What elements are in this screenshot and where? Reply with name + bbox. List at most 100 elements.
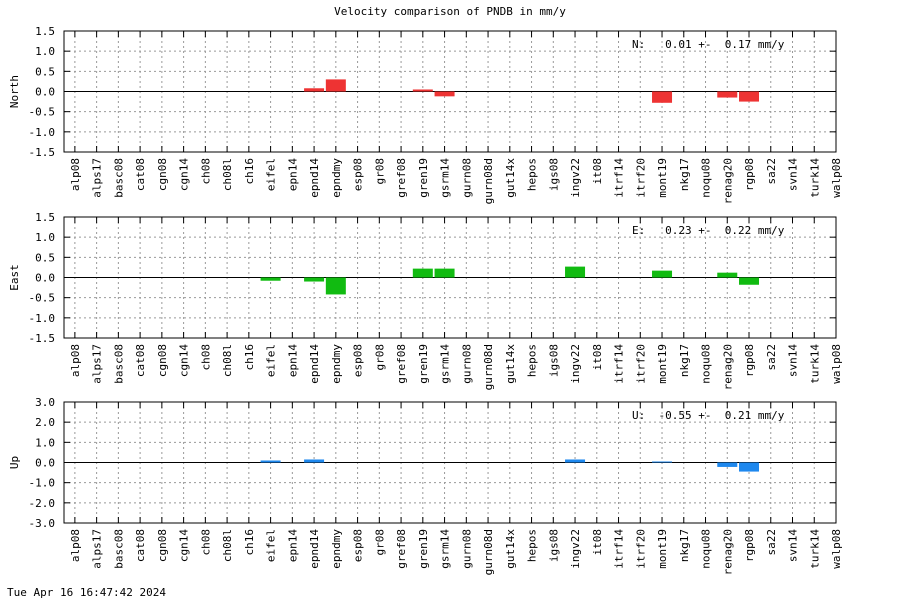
bar-mont19 (652, 91, 673, 103)
x-tick-label: ch08 (199, 158, 212, 185)
x-tick-label: sa22 (765, 344, 778, 371)
x-tick-label: rgp08 (743, 529, 756, 562)
x-tick-label: svn14 (787, 344, 800, 377)
x-tick-label: alp08 (69, 529, 82, 562)
bar-rgp08 (739, 462, 760, 472)
bar-gren19 (412, 268, 433, 278)
x-tick-label: gurn08d (482, 529, 495, 575)
bar-eifel (260, 460, 281, 463)
bar-renag20 (717, 91, 738, 98)
x-tick-label: rgp08 (743, 158, 756, 191)
x-tick-label: itrf20 (634, 158, 647, 198)
y-axis-label: Up (8, 456, 21, 469)
stat-text: N: 0.01 +- 0.17 mm/y (632, 38, 785, 51)
x-tick-label: cgn08 (156, 158, 169, 191)
panel-north: -1.5 -1.0 -0.5 0.0 0.5 1.0 1.5 alp08 alps17 basc0… (8, 25, 843, 204)
x-tick-label: cat08 (134, 158, 147, 191)
x-tick-label: ch08l (221, 158, 234, 191)
x-tick-label: ingv22 (569, 529, 582, 569)
x-tick-label: ingv22 (569, 344, 582, 384)
y-tick-label: 0.5 (35, 65, 55, 78)
x-tick-label: ch16 (243, 158, 256, 185)
x-tick-label: gurn08 (460, 529, 473, 569)
x-tick-label: ingv22 (569, 158, 582, 198)
x-tick-label: sa22 (765, 158, 778, 185)
bar-mont19 (652, 270, 673, 278)
y-tick-label: -1.5 (29, 332, 56, 345)
y-tick-label: 1.0 (35, 45, 55, 58)
y-tick-label: 0.5 (35, 251, 55, 264)
x-tick-label: basc08 (112, 158, 125, 198)
stat-text: E: 0.23 +- 0.22 mm/y (632, 224, 785, 237)
x-tick-label: cat08 (134, 529, 147, 562)
bar-ingv22 (565, 266, 586, 278)
x-tick-label: gren19 (417, 529, 430, 569)
bar-gsrm14 (434, 268, 455, 278)
x-tick-label: nkg17 (678, 529, 691, 562)
x-tick-label: nkg17 (678, 158, 691, 191)
x-tick-label: itrf14 (613, 529, 626, 569)
x-tick-label: eifel (265, 158, 278, 191)
x-tick-label: epnd14 (308, 158, 321, 198)
x-tick-label: epnd14 (308, 529, 321, 569)
x-tick-label: alps17 (91, 529, 104, 569)
x-tick-label: gsrm14 (439, 158, 452, 198)
x-tick-label: epn14 (286, 158, 299, 191)
x-tick-label: ch16 (243, 529, 256, 556)
x-tick-label: cat08 (134, 344, 147, 377)
x-tick-label: cgn08 (156, 344, 169, 377)
x-tick-label: alp08 (69, 158, 82, 191)
y-tick-label: 1.5 (35, 25, 55, 38)
x-tick-label: itrf14 (613, 344, 626, 384)
x-tick-label: gren19 (417, 158, 430, 198)
y-tick-label: -1.0 (29, 126, 56, 139)
x-tick-label: gref08 (395, 344, 408, 384)
x-tick-label: igs08 (547, 158, 560, 191)
bar-gren19 (412, 89, 433, 92)
x-tick-label: turk14 (808, 529, 821, 569)
bar-epnd14 (304, 277, 325, 282)
x-tick-label: rgp08 (743, 344, 756, 377)
x-tick-label: gut14x (504, 344, 517, 384)
x-tick-label: walp08 (830, 529, 843, 569)
chart-title: Velocity comparison of PNDB in mm/y (334, 5, 566, 18)
y-tick-label: 0.0 (35, 457, 55, 470)
x-tick-label: svn14 (787, 158, 800, 191)
x-tick-label: esp08 (352, 158, 365, 191)
x-tick-label: alps17 (91, 344, 104, 384)
bar-renag20 (717, 462, 738, 467)
x-tick-label: cgn14 (178, 158, 191, 191)
x-tick-label: mont19 (656, 344, 669, 384)
x-tick-label: cgn08 (156, 529, 169, 562)
x-tick-label: gurn08d (482, 344, 495, 390)
x-tick-label: hepos (526, 344, 539, 377)
x-tick-label: it08 (591, 529, 604, 556)
y-tick-label: -1.0 (29, 312, 56, 325)
x-tick-label: gsrm14 (439, 344, 452, 384)
x-tick-label: igs08 (547, 344, 560, 377)
x-tick-label: hepos (526, 158, 539, 191)
x-tick-label: epn14 (286, 529, 299, 562)
x-tick-label: gurn08 (460, 158, 473, 198)
x-tick-label: gr08 (373, 529, 386, 556)
bar-epndmy (325, 79, 346, 92)
x-tick-label: esp08 (352, 529, 365, 562)
x-tick-label: igs08 (547, 529, 560, 562)
bar-mont19 (652, 461, 673, 463)
x-tick-label: noqu08 (700, 529, 713, 569)
x-tick-label: gurn08 (460, 344, 473, 384)
x-tick-label: noqu08 (700, 344, 713, 384)
x-tick-label: mont19 (656, 529, 669, 569)
x-tick-label: itrf20 (634, 344, 647, 384)
x-tick-label: noqu08 (700, 158, 713, 198)
x-tick-label: basc08 (112, 529, 125, 569)
y-tick-label: 1.0 (35, 436, 55, 449)
y-tick-label: -0.5 (29, 292, 56, 305)
y-tick-label: 1.0 (35, 231, 55, 244)
y-axis-label: East (8, 264, 21, 291)
panel-up: -3.0 -2.0 -1.0 0.0 1.0 2.0 3.0 alp08 alps17 basc0… (8, 396, 843, 575)
bar-renag20 (717, 272, 738, 278)
y-tick-label: -1.5 (29, 146, 56, 159)
x-tick-label: mont19 (656, 158, 669, 198)
y-tick-label: 0.0 (35, 272, 55, 285)
